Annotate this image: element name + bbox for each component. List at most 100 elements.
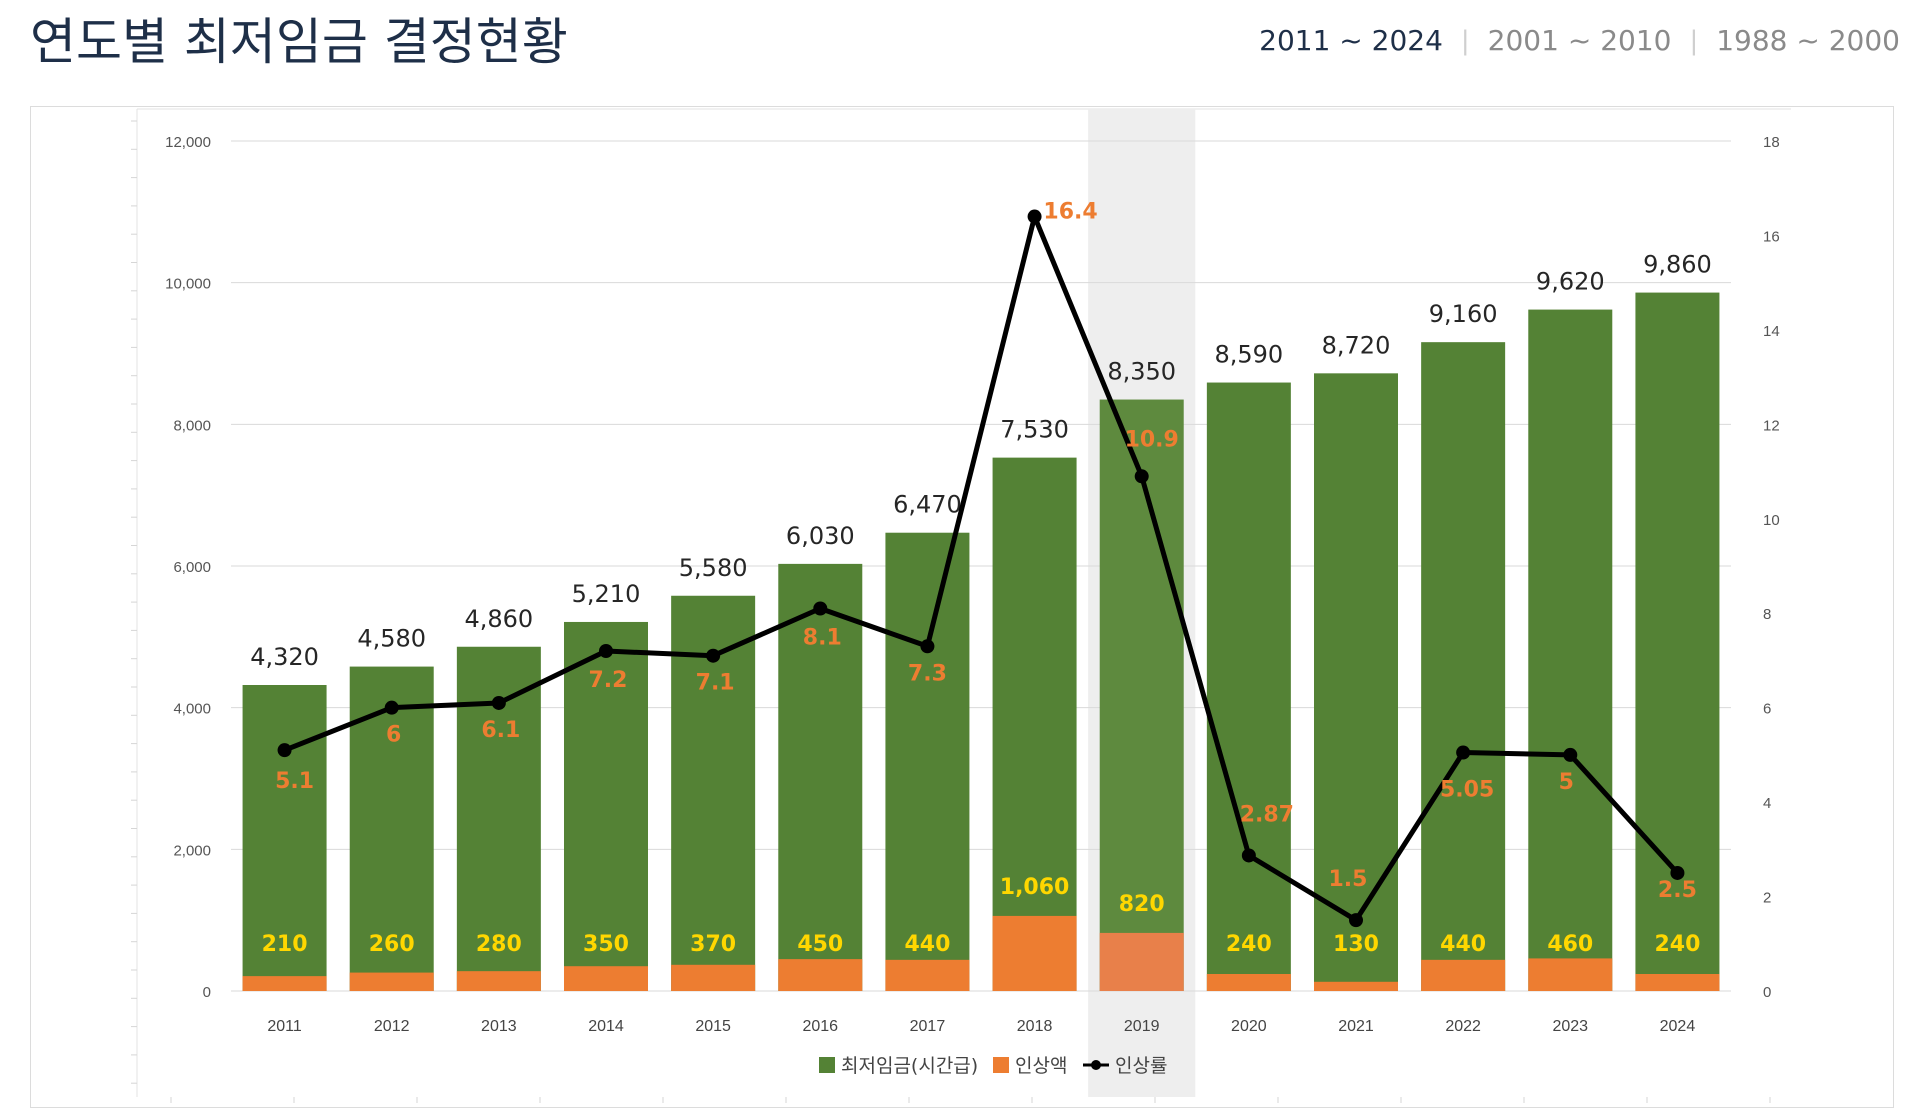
rate-value-label: 1.5 — [1329, 867, 1368, 892]
rate-value-label: 5 — [1559, 770, 1574, 795]
rate-point — [1349, 913, 1363, 928]
bar-minimum-wage — [778, 563, 863, 991]
wage-value-label: 5,580 — [679, 554, 748, 582]
x-tick-label: 2019 — [1124, 1018, 1160, 1035]
increase-amount-label: 260 — [369, 932, 415, 957]
y-right-tick-label: 16 — [1763, 228, 1780, 245]
bar-minimum-wage — [564, 621, 648, 991]
x-tick-label: 2012 — [374, 1018, 410, 1035]
bar-minimum-wage — [1314, 373, 1398, 991]
rate-point — [920, 639, 935, 654]
wage-value-label: 4,580 — [357, 625, 426, 653]
rate-point — [1563, 747, 1578, 762]
rate-point — [491, 695, 506, 710]
legend-label-wage: 최저임금(시간급) — [841, 1055, 978, 1077]
tab-divider: | — [1460, 25, 1470, 56]
y-right-tick-label: 14 — [1763, 323, 1780, 340]
bar-increase-amount — [992, 915, 1077, 991]
legend-label-increase: 인상액 — [1015, 1055, 1067, 1077]
y-left-tick-label: 8,000 — [173, 417, 211, 434]
increase-amount-label: 440 — [904, 932, 950, 957]
y-right-tick-label: 0 — [1763, 984, 1771, 1001]
y-right-tick-label: 6 — [1763, 701, 1771, 718]
tab-2011-2024[interactable]: 2011 ~ 2024 — [1259, 24, 1443, 57]
rate-point — [1456, 745, 1471, 760]
legend-swatch-rate-dot — [1091, 1060, 1101, 1070]
increase-amount-label: 450 — [797, 932, 843, 957]
increase-amount-label: 280 — [476, 932, 522, 957]
rate-line — [283, 214, 1680, 923]
x-tick-label: 2011 — [267, 1018, 302, 1035]
wage-value-label: 4,860 — [464, 605, 533, 633]
rate-value-label: 2.5 — [1658, 878, 1697, 903]
increase-amount-label: 210 — [262, 932, 308, 957]
x-tick-label: 2018 — [1017, 1018, 1053, 1035]
minimum-wage-chart: 0 2,000 4,000 6,000 8,000 10,000 12,000 0 2 4 6 8 10… — [131, 108, 1791, 1103]
y-right-tick-label: 2 — [1763, 890, 1771, 907]
bar-increase-amount — [778, 959, 863, 991]
legend-label-rate: 인상률 — [1115, 1055, 1167, 1077]
bar-minimum-wage — [1421, 342, 1506, 991]
bar-minimum-wage — [242, 685, 327, 991]
rate-point — [1241, 848, 1256, 863]
wage-value-label: 8,590 — [1214, 341, 1283, 369]
bar-minimum-wage — [1099, 399, 1184, 992]
increase-amount-label: 370 — [690, 932, 736, 957]
increase-amount-label: 240 — [1654, 932, 1700, 957]
rate-point — [384, 700, 399, 715]
rate-value-label: 2.87 — [1240, 802, 1294, 827]
bar-increase-amount — [1099, 932, 1184, 991]
y-left-tick-label: 4,000 — [173, 701, 211, 718]
rate-value-label: 6 — [386, 723, 401, 748]
x-tick-label: 2020 — [1231, 1018, 1267, 1035]
x-tick-label: 2017 — [910, 1018, 946, 1035]
x-tick-label: 2023 — [1552, 1018, 1588, 1035]
bar-minimum-wage — [1206, 382, 1291, 992]
tab-1988-2000[interactable]: 1988 ~ 2000 — [1716, 24, 1900, 57]
y-left-tick-label: 10,000 — [165, 276, 211, 293]
rate-value-label: 8.1 — [803, 626, 842, 651]
rate-value-label: 7.3 — [908, 661, 947, 686]
year-range-tabs: 2011 ~ 2024 | 2001 ~ 2010 | 1988 ~ 2000 — [1259, 24, 1900, 57]
page-title: 연도별 최저임금 결정현황 — [30, 13, 568, 71]
rate-value-label: 16.4 — [1043, 200, 1097, 225]
rate-point — [1670, 865, 1685, 880]
x-tick-label: 2024 — [1660, 1018, 1696, 1035]
y-left-tick-label: 0 — [203, 984, 211, 1001]
tab-2001-2010[interactable]: 2001 ~ 2010 — [1487, 24, 1672, 57]
bar-minimum-wage — [1528, 309, 1613, 991]
increase-amount-label: 130 — [1333, 932, 1379, 957]
bar-minimum-wage — [992, 457, 1077, 991]
rate-value-label: 5.1 — [275, 769, 314, 794]
rate-point — [813, 601, 828, 616]
bar-increase-amount — [1206, 974, 1291, 991]
increase-amount-label: 240 — [1226, 932, 1272, 957]
x-tick-label: 2015 — [695, 1018, 731, 1035]
rate-value-label: 7.1 — [696, 671, 735, 696]
rate-value-label: 10.9 — [1125, 427, 1179, 452]
wage-value-label: 9,860 — [1643, 251, 1712, 279]
wage-value-label: 8,350 — [1107, 358, 1176, 386]
y-left-tick-label: 6,000 — [173, 559, 211, 576]
y-left-tick-label: 12,000 — [165, 134, 211, 151]
wage-value-label: 9,620 — [1536, 268, 1605, 296]
x-tick-label: 2022 — [1445, 1018, 1481, 1035]
bar-increase-amount — [349, 972, 434, 991]
legend-swatch-wage — [819, 1057, 835, 1073]
bar-increase-amount — [1635, 974, 1720, 991]
y-right-tick-label: 18 — [1763, 134, 1780, 151]
rate-point — [277, 743, 292, 758]
increase-amount-label: 820 — [1119, 892, 1165, 917]
wage-value-label: 9,160 — [1429, 300, 1498, 328]
increase-amount-label: 1,060 — [1000, 875, 1070, 900]
rate-point — [1027, 209, 1042, 224]
bar-increase-amount — [1421, 959, 1506, 991]
bar-increase-amount — [456, 971, 541, 991]
wage-value-label: 8,720 — [1322, 331, 1391, 359]
wage-value-label: 5,210 — [572, 580, 641, 608]
y-left-tick-label: 2,000 — [173, 842, 211, 859]
wage-value-label: 6,470 — [893, 491, 962, 519]
rate-value-label: 6.1 — [481, 718, 520, 743]
y-right-tick-label: 12 — [1763, 417, 1780, 434]
bar-increase-amount — [671, 964, 756, 991]
